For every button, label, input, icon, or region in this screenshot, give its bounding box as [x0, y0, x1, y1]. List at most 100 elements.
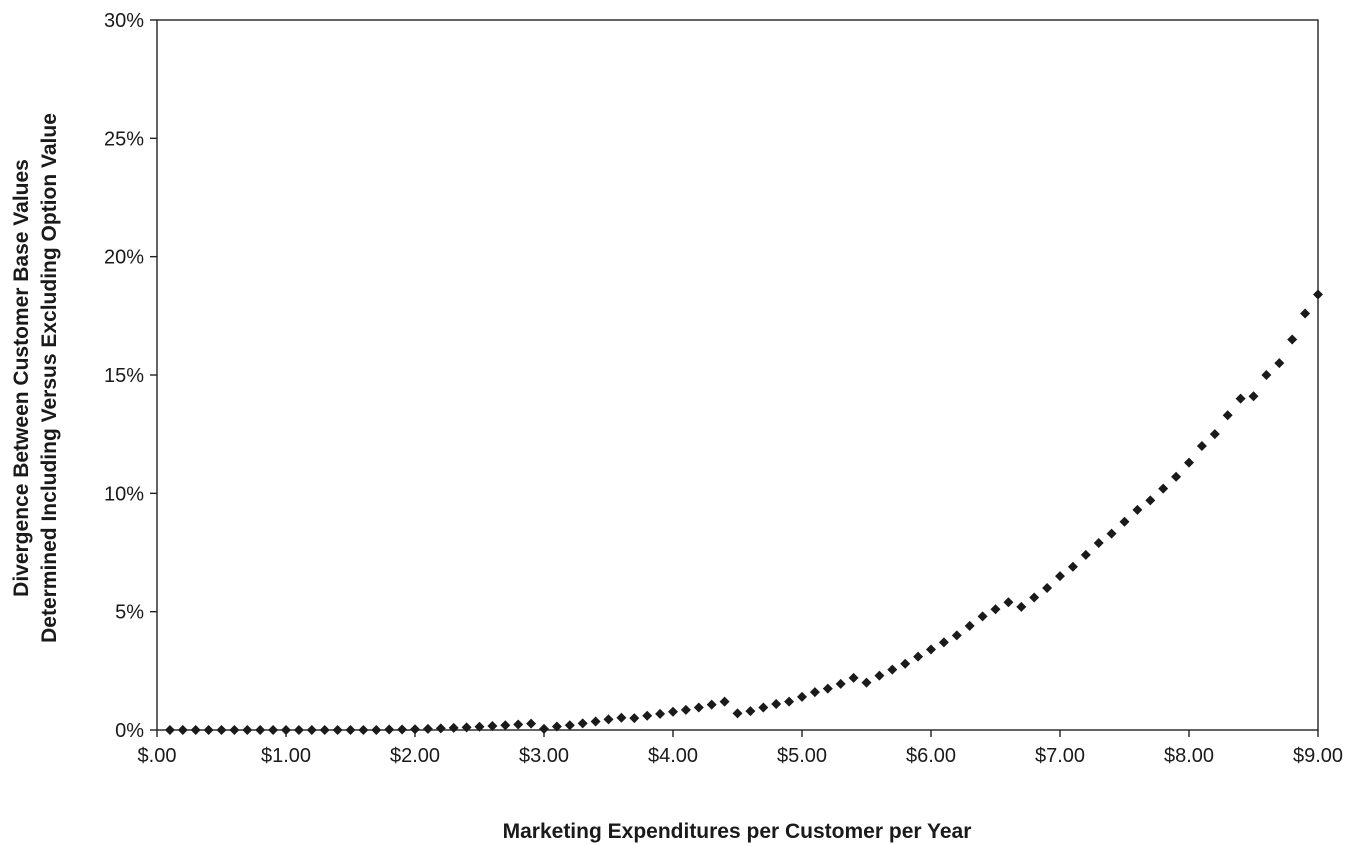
data-point	[422, 723, 433, 734]
data-point	[513, 719, 524, 730]
data-point	[655, 708, 666, 719]
data-point	[719, 696, 730, 707]
data-point	[848, 672, 859, 683]
data-point	[539, 723, 549, 734]
data-point	[964, 620, 975, 631]
data-point	[938, 637, 949, 648]
x-tick-label: $7.00	[1035, 745, 1085, 767]
data-point	[435, 723, 446, 734]
x-tick-label: $9.00	[1293, 745, 1343, 767]
plot-frame	[156, 19, 1319, 731]
data-point	[887, 664, 898, 675]
data-point	[551, 721, 562, 732]
data-point	[951, 630, 962, 641]
data-point	[216, 725, 227, 735]
y-tick-label: 20%	[104, 247, 144, 269]
data-point	[242, 725, 253, 735]
y-tick-label: 10%	[104, 483, 144, 505]
data-point	[1274, 358, 1285, 369]
data-point	[706, 699, 717, 710]
data-point	[745, 706, 756, 717]
data-point	[410, 724, 420, 735]
data-point	[1313, 289, 1323, 300]
data-point	[758, 702, 769, 713]
y-axis-title: Divergence Between Customer Base Values …	[10, 113, 61, 643]
chart-axes	[156, 19, 1319, 731]
data-point	[500, 720, 511, 731]
data-point	[1042, 583, 1053, 593]
data-point	[900, 658, 911, 669]
data-point	[913, 651, 924, 662]
data-point	[1248, 391, 1259, 402]
x-tick-label: $4.00	[648, 745, 698, 767]
data-point	[306, 725, 317, 735]
data-point	[1067, 561, 1078, 572]
data-point	[345, 725, 356, 735]
data-point	[1261, 370, 1272, 380]
data-point	[564, 720, 575, 731]
data-point	[281, 725, 291, 735]
x-tick-label: $6.00	[906, 745, 956, 767]
data-point	[603, 714, 614, 725]
data-point	[1196, 441, 1207, 451]
y-tick-label: 30%	[104, 10, 144, 32]
data-point	[461, 722, 472, 733]
x-tick-label: $5.00	[777, 745, 827, 767]
y-axis-title-line-2: Determined Including Versus Excluding Op…	[38, 113, 61, 643]
data-point	[397, 724, 408, 735]
data-point	[1184, 457, 1194, 468]
data-point	[177, 725, 188, 735]
data-point	[487, 720, 498, 731]
data-point	[203, 725, 214, 735]
data-point	[1132, 504, 1143, 515]
x-tick-label: $3.00	[519, 745, 569, 767]
data-point	[616, 712, 627, 723]
y-axis-ticks: 0% 5% 10% 15% 20% 25% 30%	[104, 10, 157, 742]
data-point	[668, 706, 678, 717]
x-tick-label: $2.00	[390, 745, 440, 767]
data-point	[1055, 571, 1065, 582]
y-tick-label: 5%	[115, 602, 144, 624]
data-point	[629, 713, 640, 724]
data-point	[255, 725, 266, 735]
data-point	[1145, 495, 1156, 506]
data-point	[732, 708, 743, 719]
data-point	[1300, 308, 1311, 319]
data-point	[797, 691, 807, 702]
data-point	[977, 611, 988, 622]
data-point	[526, 718, 537, 729]
y-tick-label: 25%	[104, 128, 144, 150]
data-point	[693, 702, 704, 713]
data-point	[1080, 549, 1091, 560]
data-point	[1235, 393, 1246, 404]
x-tick-label: $8.00	[1164, 745, 1214, 767]
y-tick-label: 15%	[104, 365, 144, 387]
x-tick-label: $.00	[138, 745, 177, 767]
x-axis-title: Marketing Expenditures per Customer per …	[503, 820, 972, 843]
data-point	[926, 644, 936, 655]
data-points	[164, 289, 1323, 735]
data-point	[784, 696, 795, 707]
data-point	[590, 716, 601, 727]
data-point	[371, 725, 382, 735]
data-point	[1119, 516, 1130, 527]
data-point	[1106, 528, 1117, 539]
data-point	[1171, 471, 1182, 482]
data-point	[835, 678, 846, 689]
data-point	[990, 604, 1001, 615]
data-point	[229, 725, 240, 735]
data-point	[771, 698, 782, 709]
data-point	[293, 725, 304, 735]
data-point	[642, 710, 653, 721]
data-point	[448, 722, 459, 733]
data-point	[809, 687, 820, 698]
data-point	[190, 725, 201, 735]
y-tick-label: 0%	[115, 720, 144, 742]
data-point	[332, 725, 343, 735]
data-point	[319, 725, 330, 735]
x-axis-ticks: $.00 $1.00 $2.00 $3.00 $4.00 $5.00 $6.00 $7.00 $…	[138, 730, 1343, 767]
data-point	[384, 724, 395, 735]
data-point	[1287, 334, 1298, 345]
data-point	[874, 670, 885, 681]
